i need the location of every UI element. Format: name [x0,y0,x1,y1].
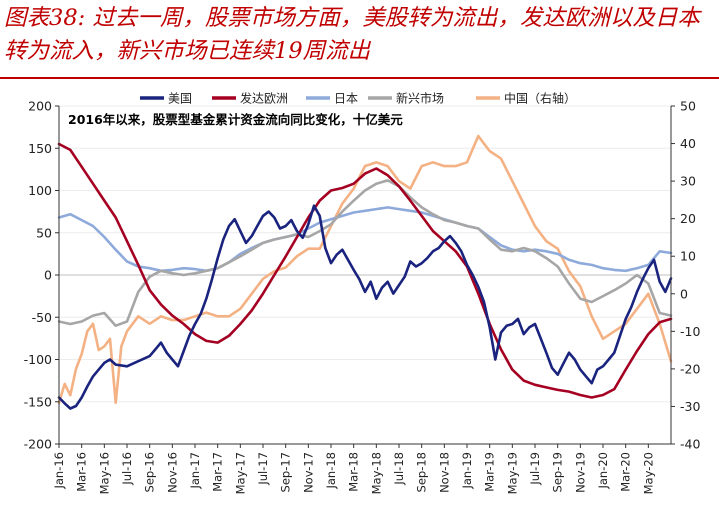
y-tick-label: 200 [28,99,52,114]
x-tick-label: Nov-17 [301,452,315,493]
x-tick-label: Nov-16 [165,452,179,493]
y2-tick-label: 30 [680,174,696,189]
y-tick-label: -50 [32,310,52,325]
y2-tick-label: -10 [680,324,700,339]
y2-tick-label: -40 [680,437,700,452]
x-tick-label: Nov-18 [437,452,451,493]
y-tick-label: -100 [24,352,52,367]
x-tick-label: Mar-20 [619,452,633,492]
y-axis-right: 50 40 30 20 10 0 -10 -20 -30 -40 [670,99,700,452]
x-tick-label: Sep-16 [143,452,157,492]
x-tick-label: Nov-19 [573,452,587,493]
legend-label: 新兴市场 [396,91,444,106]
legend: 美国 发达欧洲 日本 新兴市场 中国（右轴） [140,91,576,106]
x-tick-label: Jul-16 [120,452,134,486]
y2-tick-label: 40 [680,136,696,151]
x-tick-label: Mar-17 [211,452,225,492]
x-tick-label: Jan-19 [460,452,474,490]
x-tick-label: Jan-16 [52,452,66,490]
y-tick-label: 100 [28,183,52,198]
series-lines [57,134,673,410]
x-tick-label: May-20 [641,452,655,494]
legend-label: 发达欧洲 [240,91,288,106]
x-tick-label: Jan-20 [596,452,610,490]
y2-tick-label: 20 [680,211,696,226]
figure-title: 图表38: 过去一周，股票市场方面，美股转为流出，发达欧洲以及日本转为流入，新兴… [4,5,700,64]
x-tick-label: Jul-19 [528,452,542,486]
legend-label: 中国（右轴） [504,91,576,106]
x-tick-label: May-16 [97,452,111,494]
x-axis: Jan-16 Mar-16 May-16 Jul-16 Sep-16 Nov-16 Jan-… [52,443,671,494]
series-line [57,204,673,410]
x-tick-label: May-19 [505,452,519,494]
x-tick-label: Mar-19 [483,452,497,492]
series-line [57,134,673,404]
y-tick-label: -200 [24,437,52,452]
y-tick-label: 50 [36,225,52,240]
x-tick-label: Sep-19 [551,452,565,492]
x-tick-label: May-17 [233,452,247,494]
y-axis-left: 200 150 100 50 0 -50 -100 -150 -200 [24,99,60,452]
y-tick-label: -150 [24,394,52,409]
x-tick-label: Mar-18 [347,452,361,492]
x-tick-label: Sep-18 [415,452,429,492]
x-tick-label: Jul-18 [392,452,406,486]
series-line [57,206,673,273]
x-tick-label: Jan-17 [188,452,202,490]
x-tick-label: Jul-17 [256,452,270,486]
x-tick-label: Jan-18 [324,452,338,490]
y2-tick-label: 0 [680,286,688,301]
y-tick-label: 0 [44,268,52,283]
y2-tick-label: -20 [680,361,700,376]
x-tick-label: Mar-16 [75,452,89,492]
y-tick-label: 150 [28,141,52,156]
x-tick-label: Sep-17 [279,452,293,492]
title-divider [0,77,719,79]
series-line [57,179,673,327]
y2-tick-label: 50 [680,99,696,114]
x-tick-label: May-18 [369,452,383,494]
chart-annotation: 2016年以来，股票型基金累计资金流向同比变化，十亿美元 [68,112,403,127]
y2-tick-label: -30 [680,399,700,414]
gridlines [59,105,671,445]
series-line [57,142,673,399]
y2-tick-label: 10 [680,249,696,264]
legend-label: 美国 [168,92,192,106]
legend-label: 日本 [334,92,358,106]
